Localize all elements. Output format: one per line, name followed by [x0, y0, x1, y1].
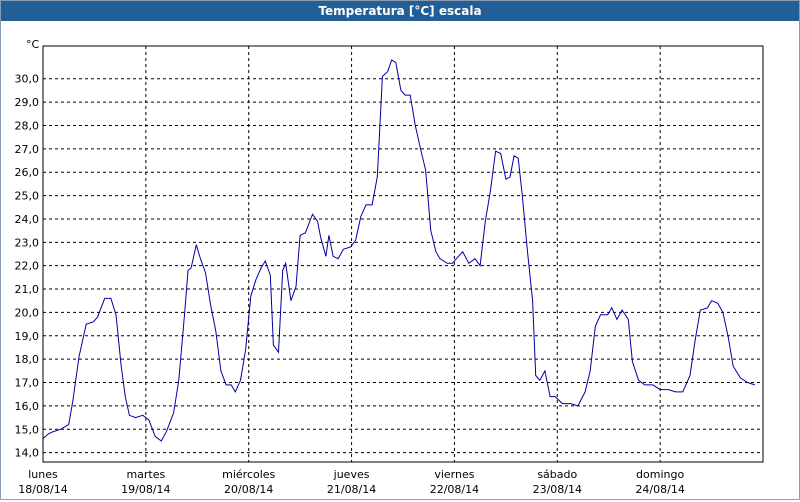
x-tick-label: jueves: [333, 468, 370, 481]
title-bar: Temperatura [°C] escala: [1, 1, 799, 21]
x-tick-label: martes: [126, 468, 165, 481]
y-tick-label: 25,0: [15, 190, 40, 203]
x-tick-date: 21/08/14: [327, 483, 376, 496]
x-tick-date: 20/08/14: [224, 483, 273, 496]
x-tick-date: 24/08/14: [635, 483, 684, 496]
y-tick-label: 17,0: [15, 377, 40, 390]
x-tick-date: 22/08/14: [430, 483, 479, 496]
temperature-line: [42, 59, 755, 442]
x-tick-label: miércoles: [222, 468, 275, 481]
y-tick-label: 20,0: [15, 306, 40, 319]
x-tick-label: viernes: [434, 468, 474, 481]
x-tick-date: 18/08/14: [18, 483, 67, 496]
y-tick-label: 23,0: [15, 236, 40, 249]
y-tick-label: 26,0: [15, 166, 40, 179]
y-tick-label: 14,0: [15, 447, 40, 460]
x-tick-label: sábado: [537, 468, 577, 481]
y-tick-label: 27,0: [15, 143, 40, 156]
y-unit: °C: [26, 38, 40, 51]
x-tick-label: domingo: [636, 468, 684, 481]
y-tick-label: 21,0: [15, 283, 40, 296]
x-tick-label: lunes: [28, 468, 58, 481]
y-tick-label: 19,0: [15, 330, 40, 343]
y-tick-label: 22,0: [15, 260, 40, 273]
y-tick-label: 24,0: [15, 213, 40, 226]
x-tick-date: 23/08/14: [533, 483, 582, 496]
plot-frame: [42, 45, 764, 463]
chart: °C 14,0 15,0 16,0 17,0 18,0 19,0 20,0 21,0 22,0 2…: [15, 38, 764, 496]
y-tick-label: 15,0: [15, 423, 40, 436]
x-tick-date: 19/08/14: [121, 483, 170, 496]
y-tick-label: 18,0: [15, 353, 40, 366]
y-tick-label: 28,0: [15, 119, 40, 132]
y-tick-label: 30,0: [15, 73, 40, 86]
y-tick-label: 29,0: [15, 96, 40, 109]
y-tick-label: 16,0: [15, 400, 40, 413]
